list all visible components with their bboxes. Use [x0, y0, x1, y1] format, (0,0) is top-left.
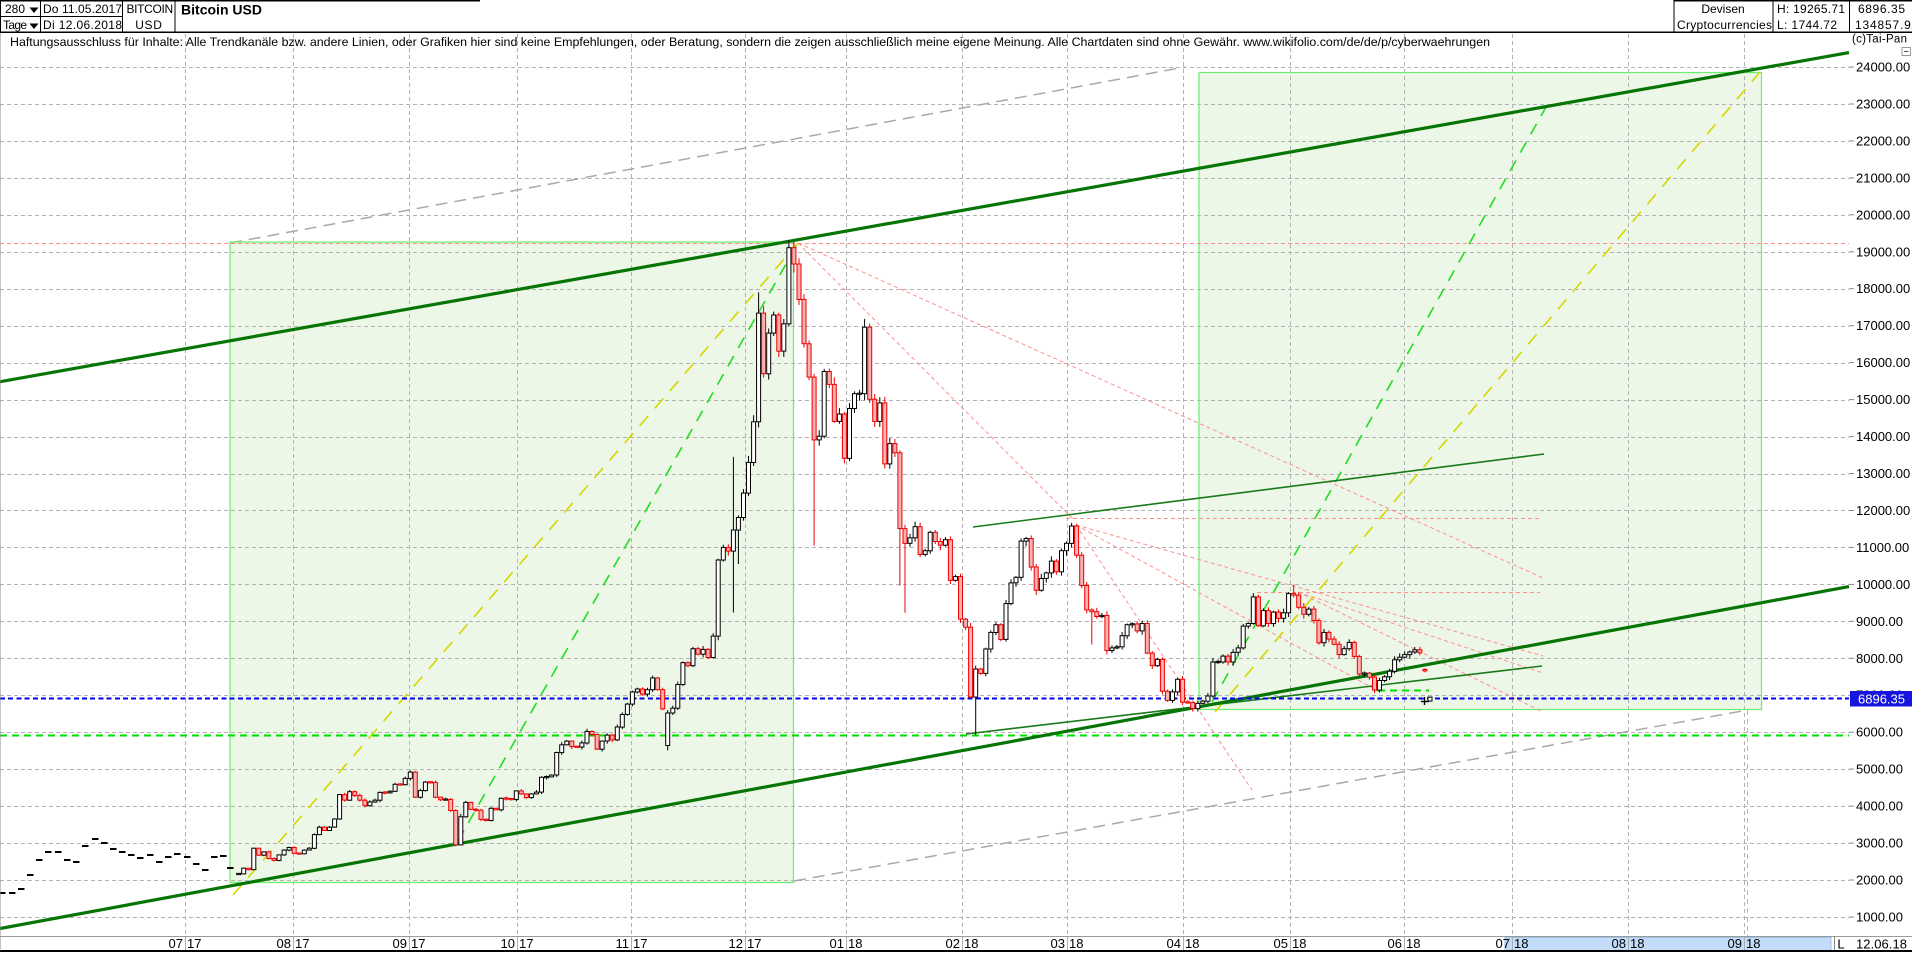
svg-text:USD: USD	[135, 18, 162, 32]
svg-text:09: 09	[1728, 936, 1742, 951]
svg-text:Di 12.06.2018: Di 12.06.2018	[43, 18, 122, 32]
svg-text:05: 05	[1274, 936, 1288, 951]
svg-text:L: 1744.72: L: 1744.72	[1777, 18, 1837, 32]
svg-text:Cryptocurrencies: Cryptocurrencies	[1677, 18, 1772, 32]
svg-text:20000.00: 20000.00	[1856, 207, 1910, 222]
svg-text:07: 07	[1496, 936, 1510, 951]
svg-text:18: 18	[1406, 936, 1420, 951]
svg-text:18000.00: 18000.00	[1856, 281, 1910, 296]
svg-text:17: 17	[519, 936, 533, 951]
svg-text:15000.00: 15000.00	[1856, 392, 1910, 407]
svg-text:L: L	[1837, 937, 1844, 952]
svg-text:9000.00: 9000.00	[1856, 614, 1903, 629]
svg-text:11: 11	[616, 936, 630, 951]
svg-text:6000.00: 6000.00	[1856, 725, 1903, 740]
svg-text:18: 18	[848, 936, 862, 951]
svg-text:17: 17	[187, 936, 201, 951]
svg-text:17000.00: 17000.00	[1856, 318, 1910, 333]
svg-text:Tage: Tage	[3, 18, 27, 32]
svg-text:10: 10	[501, 936, 515, 951]
svg-text:18: 18	[1292, 936, 1306, 951]
svg-text:08: 08	[1612, 936, 1626, 951]
svg-text:18: 18	[1185, 936, 1199, 951]
svg-text:17: 17	[295, 936, 309, 951]
svg-text:02: 02	[946, 936, 960, 951]
svg-text:6896.35: 6896.35	[1858, 2, 1905, 16]
svg-text:5000.00: 5000.00	[1856, 762, 1903, 777]
svg-text:17: 17	[411, 936, 425, 951]
svg-text:1000.00: 1000.00	[1856, 910, 1903, 925]
svg-text:12000.00: 12000.00	[1856, 503, 1910, 518]
svg-text:18: 18	[964, 936, 978, 951]
svg-text:4000.00: 4000.00	[1856, 799, 1903, 814]
svg-text:8000.00: 8000.00	[1856, 651, 1903, 666]
svg-text:04: 04	[1167, 936, 1181, 951]
svg-text:2000.00: 2000.00	[1856, 873, 1903, 888]
svg-text:6896.35: 6896.35	[1858, 692, 1905, 707]
svg-text:07: 07	[169, 936, 183, 951]
svg-text:3000.00: 3000.00	[1856, 836, 1903, 851]
svg-text:BITCOIN: BITCOIN	[127, 2, 174, 16]
svg-text:18: 18	[1069, 936, 1083, 951]
svg-text:22000.00: 22000.00	[1856, 133, 1910, 148]
svg-text:23000.00: 23000.00	[1856, 97, 1910, 112]
svg-text:09: 09	[393, 936, 407, 951]
svg-text:(c)Tai-Pan: (c)Tai-Pan	[1852, 34, 1907, 46]
svg-text:Haftungsausschluss für Inhalte: Haftungsausschluss für Inhalte: Alle Tre…	[10, 35, 1490, 49]
svg-text:280: 280	[5, 2, 25, 16]
svg-text:18: 18	[1514, 936, 1528, 951]
svg-text:H: 19265.71: H: 19265.71	[1777, 2, 1845, 16]
svg-text:01: 01	[830, 936, 844, 951]
svg-text:17: 17	[747, 936, 761, 951]
svg-text:18: 18	[1746, 936, 1760, 951]
svg-text:134857.9/: 134857.9/	[1855, 18, 1912, 32]
svg-text:Do 11.05.2017: Do 11.05.2017	[43, 2, 122, 16]
svg-text:08: 08	[277, 936, 291, 951]
svg-text:Devisen: Devisen	[1701, 2, 1744, 16]
svg-text:24000.00: 24000.00	[1856, 60, 1910, 75]
svg-text:03: 03	[1051, 936, 1065, 951]
svg-text:19000.00: 19000.00	[1856, 244, 1910, 259]
svg-text:13000.00: 13000.00	[1856, 466, 1910, 481]
svg-text:17: 17	[633, 936, 647, 951]
svg-text:16000.00: 16000.00	[1856, 355, 1910, 370]
svg-text:11000.00: 11000.00	[1856, 540, 1909, 555]
svg-text:06: 06	[1388, 936, 1402, 951]
svg-text:Bitcoin USD: Bitcoin USD	[181, 2, 262, 18]
svg-text:14000.00: 14000.00	[1856, 429, 1910, 444]
svg-text:12: 12	[729, 936, 743, 951]
svg-text:10000.00: 10000.00	[1856, 577, 1910, 592]
svg-text:18: 18	[1630, 936, 1644, 951]
svg-text:12.06.18: 12.06.18	[1856, 937, 1907, 952]
svg-text:21000.00: 21000.00	[1856, 170, 1910, 185]
